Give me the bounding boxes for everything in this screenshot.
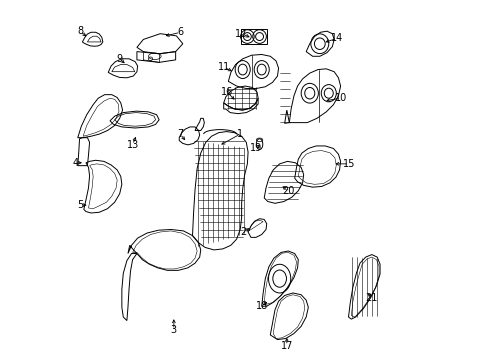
Text: 3: 3	[170, 325, 177, 335]
Text: 19: 19	[249, 143, 262, 153]
Text: 12: 12	[235, 29, 247, 39]
Text: 9: 9	[117, 54, 122, 64]
Text: 8: 8	[77, 26, 83, 36]
Text: 13: 13	[126, 140, 139, 150]
Text: 21: 21	[365, 293, 377, 303]
Text: 2: 2	[240, 227, 246, 237]
Text: 6: 6	[177, 27, 183, 37]
Text: 5: 5	[77, 200, 83, 210]
Text: 11: 11	[217, 62, 229, 72]
Text: 18: 18	[255, 301, 267, 311]
Text: 20: 20	[282, 186, 294, 197]
Text: 1: 1	[237, 129, 243, 139]
Text: 16: 16	[221, 87, 233, 97]
Text: 10: 10	[334, 93, 346, 103]
Text: 17: 17	[280, 341, 292, 351]
Text: 7: 7	[177, 129, 183, 139]
Text: 15: 15	[342, 159, 355, 169]
Text: 14: 14	[330, 33, 343, 43]
Text: 4: 4	[72, 158, 78, 168]
